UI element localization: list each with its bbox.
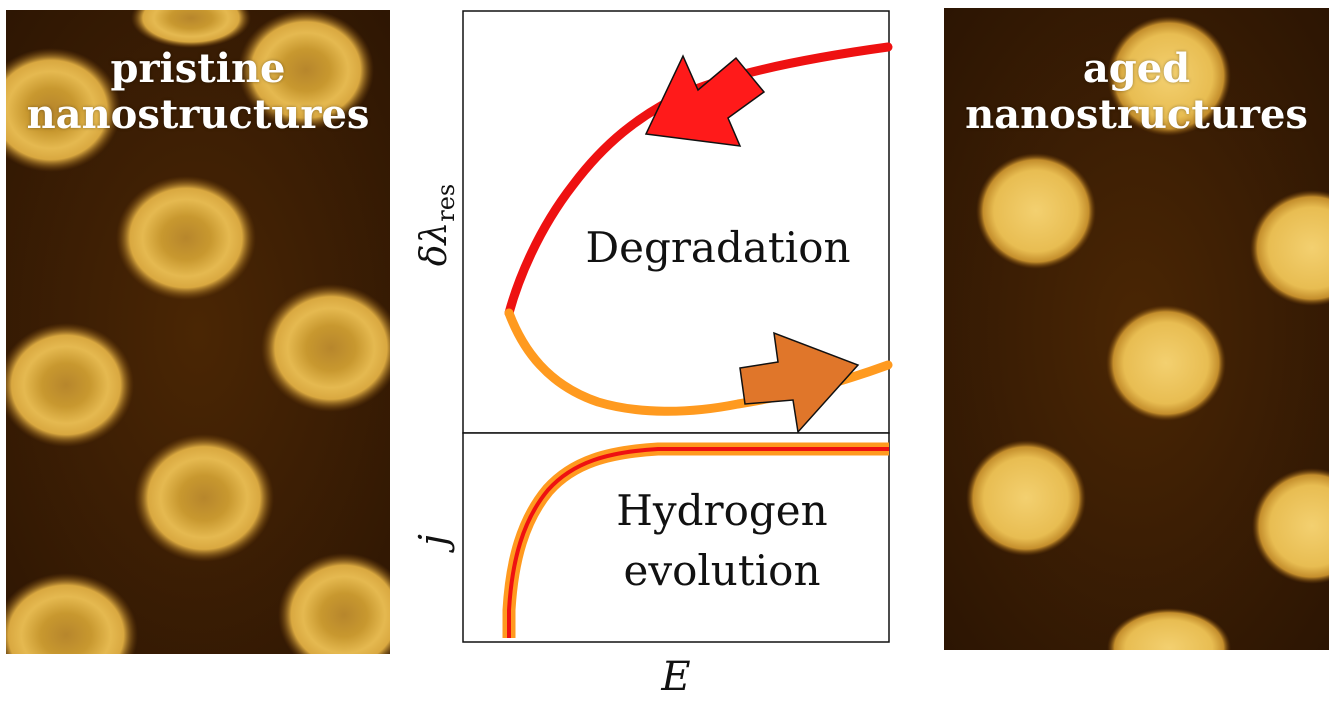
afm-image-aged: aged nanostructures [944,8,1329,650]
bottom-ylabel: j [411,534,455,553]
top-ylabel-subscript: res [432,184,460,222]
aged-label-line1: aged [1082,45,1191,92]
backward-sweep-curve [504,42,893,318]
pristine-label-line2: nanostructures [26,91,370,138]
aged-label: aged nanostructures [944,46,1329,138]
current-curve-inner [507,447,889,638]
top-ylabel-symbol: δλ [414,222,455,267]
backward-sweep-arrow [644,54,766,147]
svg-text:δλres: δλres [414,184,460,267]
forward-sweep-arrow [739,331,860,434]
sweep-plot: Degradation Hydrogen evolution δλres j E [388,0,944,702]
hydrogen-label-line2: evolution [624,546,821,595]
pristine-label: pristine nanostructures [6,46,390,138]
pristine-label-line1: pristine [110,45,286,92]
afm-image-pristine: pristine nanostructures [6,10,390,654]
afm-aged-image [944,8,1329,650]
bottom-panel-frame [462,432,890,643]
plot-canvas: Degradation Hydrogen evolution δλres j E [411,10,893,700]
xlabel: E [660,654,690,700]
degradation-label: Degradation [585,223,850,272]
top-ylabel: δλres [414,184,460,267]
aged-label-line2: nanostructures [965,91,1308,138]
bottom-ylabel-text: j [411,534,455,553]
afm-pristine-image [6,10,390,654]
hydrogen-label-line1: Hydrogen [616,486,827,535]
